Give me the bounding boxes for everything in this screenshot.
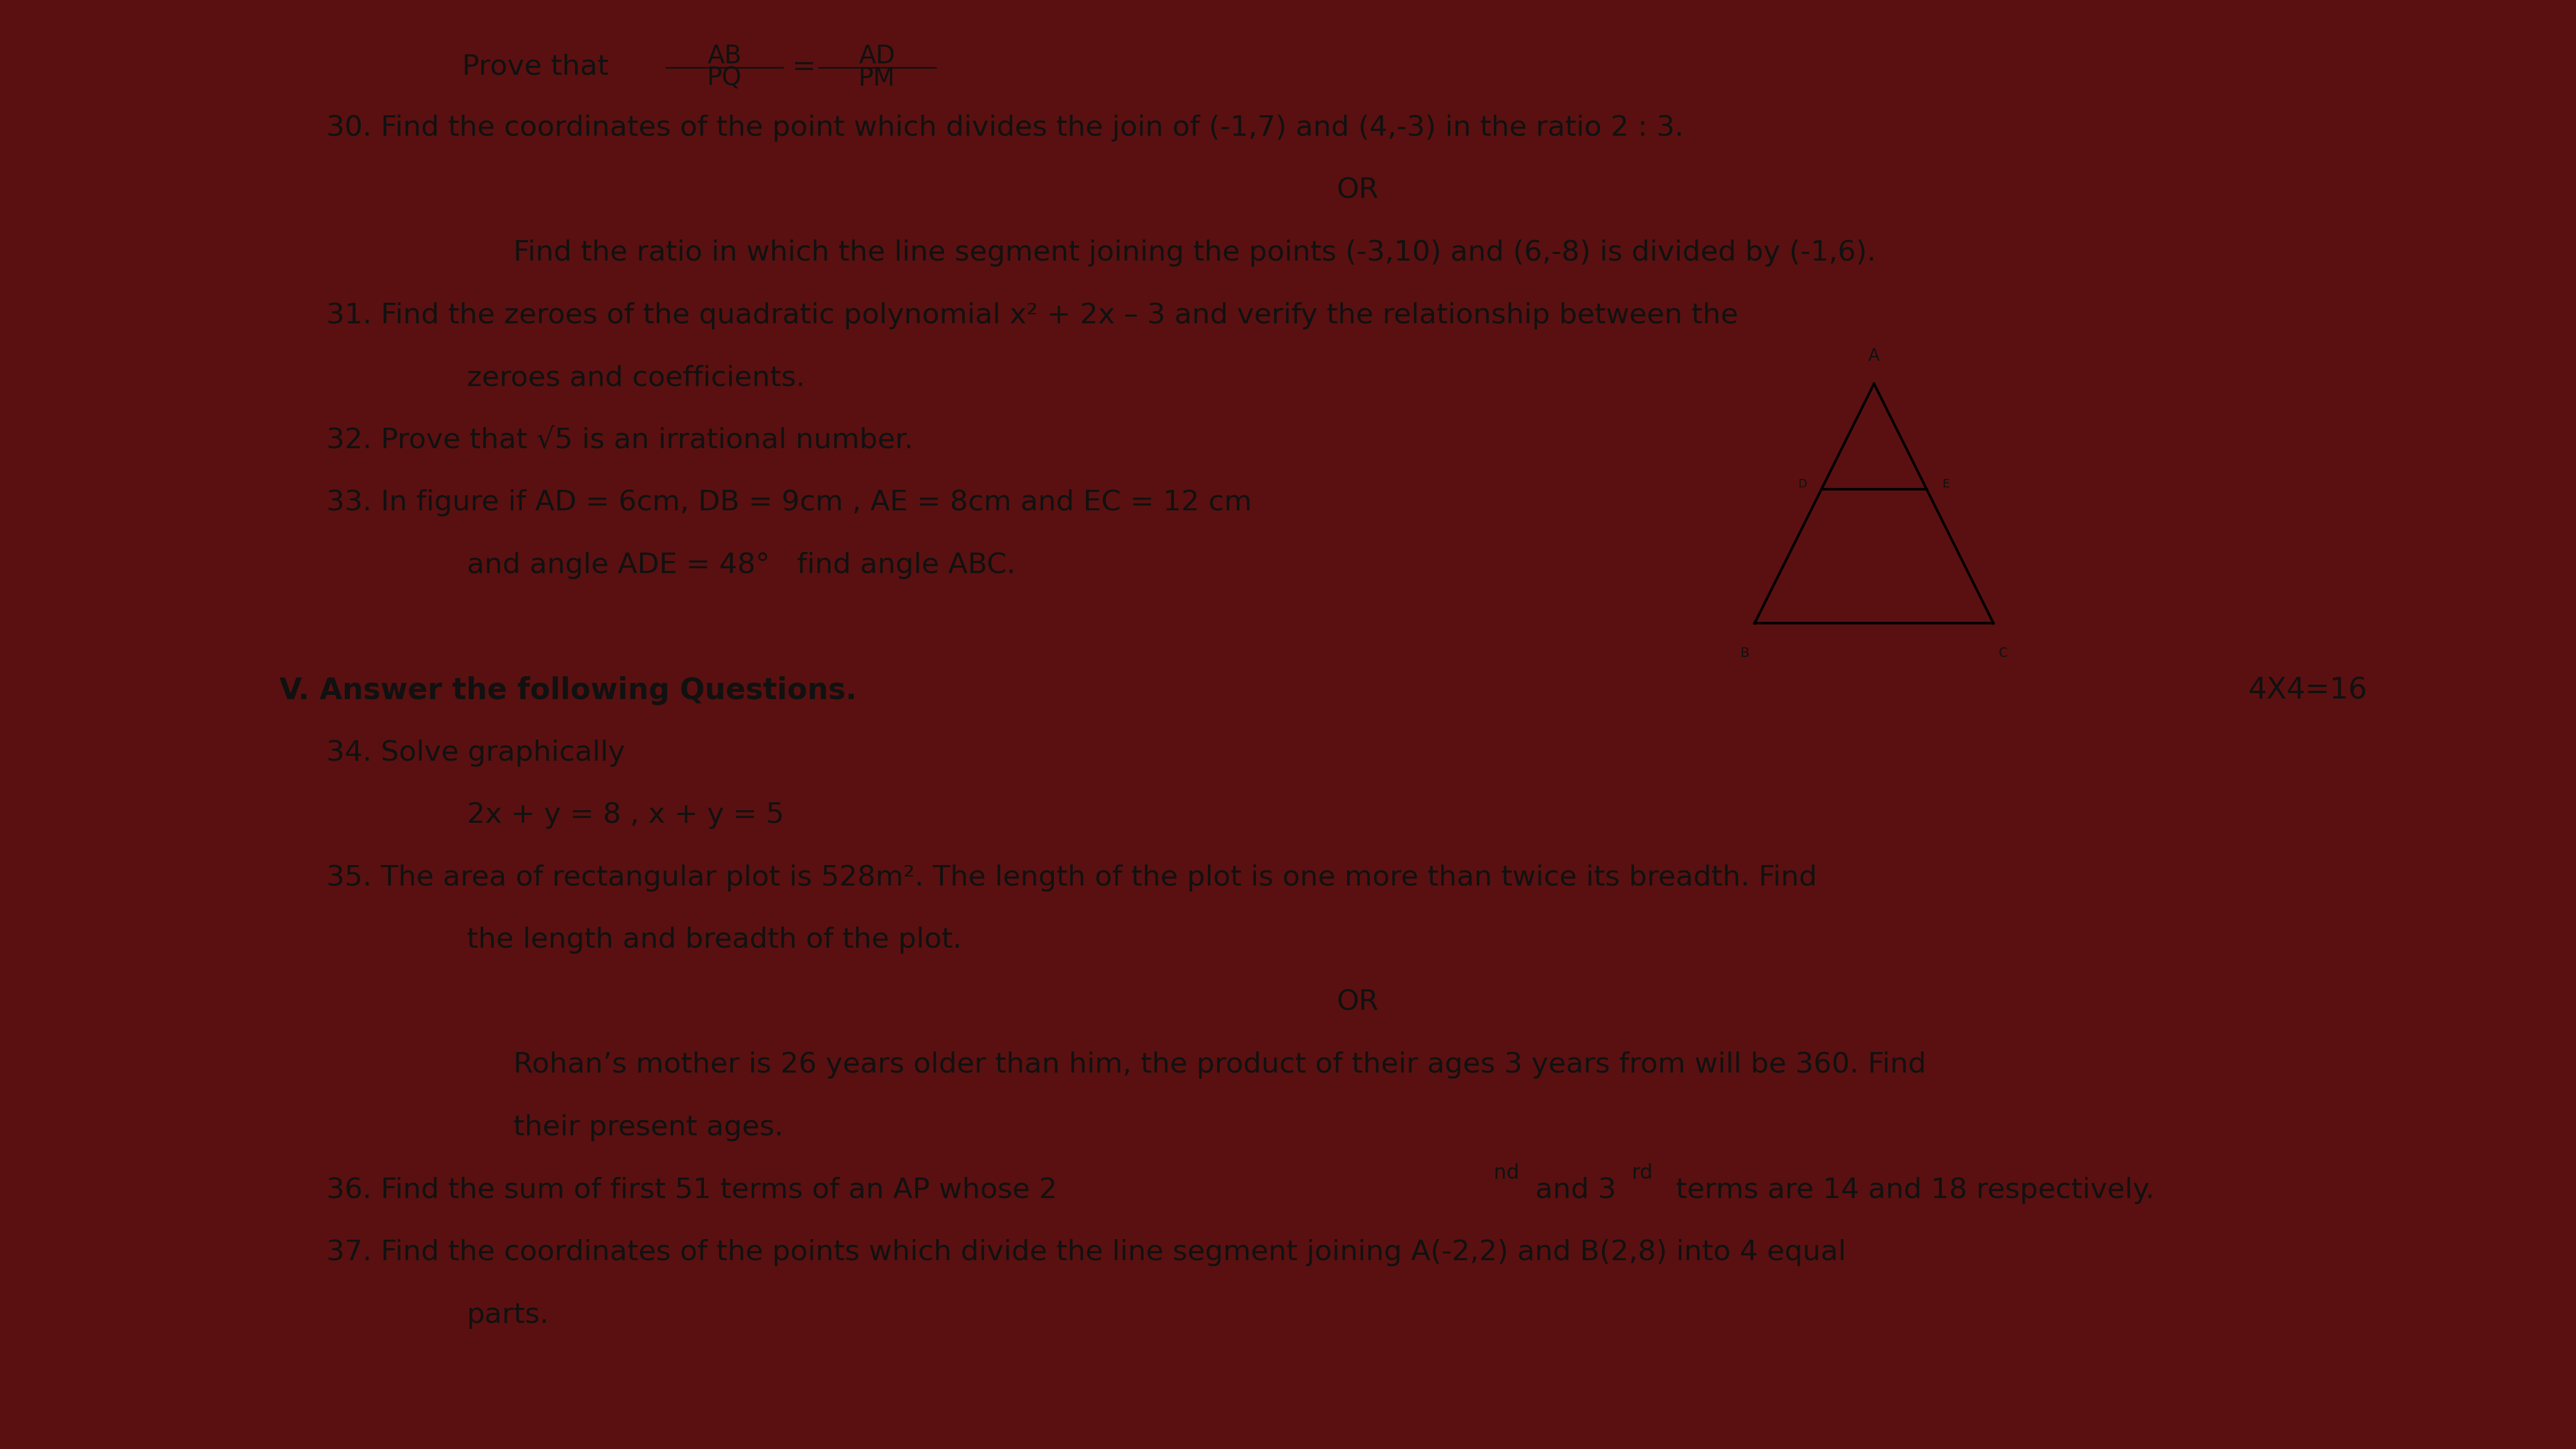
Text: 4X4=16: 4X4=16 <box>2249 675 2367 704</box>
Text: AB: AB <box>708 43 742 70</box>
Text: terms are 14 and 18 respectively.: terms are 14 and 18 respectively. <box>1667 1177 2154 1204</box>
Text: 35. The area of rectangular plot is 528m². The length of the plot is one more th: 35. The area of rectangular plot is 528m… <box>327 864 1816 891</box>
Text: PM: PM <box>858 65 896 91</box>
Text: 34. Solve graphically: 34. Solve graphically <box>327 739 626 767</box>
Text: OR: OR <box>1337 177 1378 204</box>
Text: nd: nd <box>1494 1164 1520 1184</box>
Text: 36. Find the sum of first 51 terms of an AP whose 2: 36. Find the sum of first 51 terms of an… <box>327 1177 1056 1204</box>
Text: 33. In figure if AD = 6cm, DB = 9cm , AE = 8cm and EC = 12 cm: 33. In figure if AD = 6cm, DB = 9cm , AE… <box>327 490 1252 516</box>
Text: and 3: and 3 <box>1528 1177 1615 1204</box>
Text: OR: OR <box>1337 990 1378 1016</box>
Text: PQ: PQ <box>708 65 742 91</box>
Text: and angle ADE = 48°   find angle ABC.: and angle ADE = 48° find angle ABC. <box>466 552 1015 580</box>
Text: Prove that: Prove that <box>461 54 626 81</box>
Text: E: E <box>1942 478 1950 490</box>
Text: Find the ratio in which the line segment joining the points (-3,10) and (6,-8) i: Find the ratio in which the line segment… <box>513 239 1875 267</box>
Text: D: D <box>1798 478 1806 490</box>
Text: =: = <box>793 54 817 81</box>
Text: B: B <box>1741 648 1749 659</box>
Text: C: C <box>1999 648 2007 659</box>
Text: 31. Find the zeroes of the quadratic polynomial x² + 2x – 3 and verify the relat: 31. Find the zeroes of the quadratic pol… <box>327 301 1739 329</box>
Text: 32. Prove that √5 is an irrational number.: 32. Prove that √5 is an irrational numbe… <box>327 427 912 454</box>
Text: A: A <box>1868 348 1880 365</box>
Text: rd: rd <box>1631 1164 1654 1184</box>
Text: parts.: parts. <box>466 1301 549 1329</box>
Text: Rohan’s mother is 26 years older than him, the product of their ages 3 years fro: Rohan’s mother is 26 years older than hi… <box>513 1052 1927 1080</box>
Text: 30. Find the coordinates of the point which divides the join of (-1,7) and (4,-3: 30. Find the coordinates of the point wh… <box>327 114 1685 142</box>
Text: V. Answer the following Questions.: V. Answer the following Questions. <box>278 675 858 704</box>
Text: 37. Find the coordinates of the points which divide the line segment joining A(-: 37. Find the coordinates of the points w… <box>327 1239 1847 1266</box>
Text: the length and breadth of the plot.: the length and breadth of the plot. <box>466 927 961 953</box>
Text: AD: AD <box>858 43 896 70</box>
Text: 2x + y = 8 , x + y = 5: 2x + y = 8 , x + y = 5 <box>466 801 783 829</box>
Text: zeroes and coefficients.: zeroes and coefficients. <box>466 365 804 391</box>
Text: their present ages.: their present ages. <box>513 1114 783 1142</box>
